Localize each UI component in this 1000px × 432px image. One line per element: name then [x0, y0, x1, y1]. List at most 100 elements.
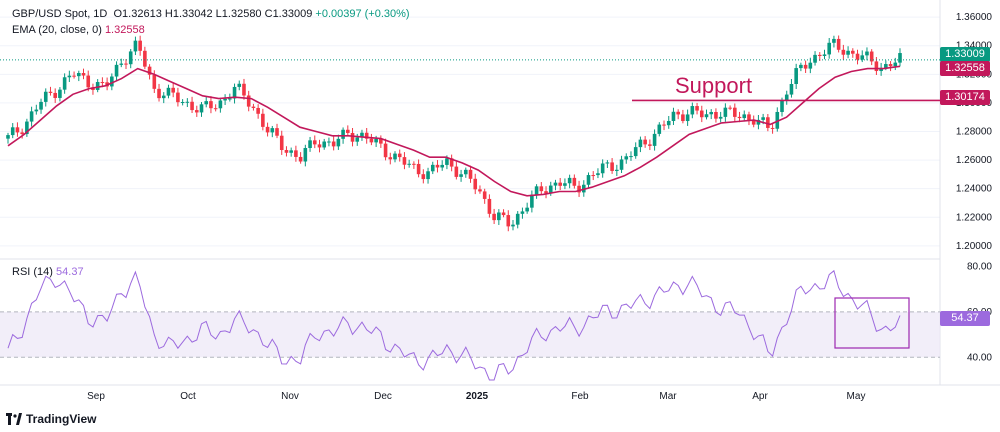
ema-label: EMA (20, close, 0): [12, 24, 102, 36]
candle-body: [256, 107, 260, 114]
candle-body: [34, 109, 39, 112]
candle-body: [482, 191, 487, 199]
time-tick-label: Apr: [752, 391, 768, 402]
time-tick-label: 2025: [466, 391, 489, 402]
candle-body: [761, 117, 765, 120]
ohlc-open: O1.32613: [113, 8, 162, 20]
candle-body: [350, 132, 355, 142]
candle-body: [383, 143, 388, 158]
candle-body: [704, 114, 709, 118]
candle-body: [563, 183, 567, 186]
candle-body: [312, 140, 317, 145]
candle-body: [591, 175, 596, 177]
candle-body: [827, 42, 832, 55]
candle-body: [822, 54, 827, 56]
candle-body: [860, 55, 865, 60]
candle-body: [246, 95, 251, 107]
candle-body: [58, 89, 62, 98]
candle-body: [629, 156, 633, 158]
candle-body: [652, 133, 657, 146]
candle-body: [478, 189, 482, 192]
candle-body: [534, 186, 539, 195]
candle-body: [275, 128, 279, 136]
support-price-tag: 1.30174: [940, 90, 990, 105]
candle-body: [393, 153, 397, 160]
candle-body: [322, 141, 327, 148]
candle-body: [714, 111, 718, 119]
candle-body: [454, 166, 459, 177]
candle-body: [638, 139, 643, 148]
candle-body: [440, 164, 445, 168]
candle-body: [355, 137, 360, 142]
candle-body: [284, 150, 289, 153]
candle-body: [676, 111, 680, 115]
candle-body: [242, 83, 246, 96]
candle-body: [114, 64, 119, 77]
candle-body: [67, 75, 72, 78]
price-tick-label: 1.24000: [956, 184, 993, 195]
rsi-band: [0, 311, 940, 358]
candle-body: [577, 185, 581, 193]
rsi-label: RSI (14): [12, 266, 53, 278]
candle-body: [303, 147, 308, 162]
candle-body: [20, 132, 24, 135]
candle-body: [397, 153, 402, 158]
candle-body: [803, 64, 808, 69]
ohlc-close: C1.33009: [264, 8, 313, 20]
candle-body: [29, 111, 34, 122]
candle-body: [6, 135, 10, 139]
candle-body: [76, 73, 81, 77]
candle-body: [666, 120, 671, 126]
time-tick-label: Feb: [571, 391, 589, 402]
candle-body: [364, 132, 369, 139]
candle-body: [402, 157, 407, 165]
candle-body: [43, 91, 48, 102]
candle-body: [143, 50, 147, 67]
symbol-legend: GBP/USD Spot, 1D O1.32613 H1.33042 L1.32…: [12, 8, 410, 20]
candle-body: [893, 62, 898, 67]
candle-body: [180, 102, 185, 104]
candle-body: [813, 54, 817, 63]
candle-body: [685, 114, 690, 122]
candle-body: [497, 212, 501, 221]
candle-body: [728, 107, 732, 109]
candle-body: [445, 158, 449, 165]
candle-body: [463, 169, 468, 175]
price-tick-label: 1.26000: [956, 155, 993, 166]
candle-body: [270, 128, 275, 133]
ohlc-change: +0.00397 (+0.30%): [315, 8, 410, 20]
candle-body: [237, 83, 242, 87]
candle-body: [161, 95, 166, 99]
candlesticks: [6, 35, 902, 232]
candle-body: [770, 127, 775, 129]
candle-body: [379, 138, 383, 144]
candle-body: [633, 147, 638, 157]
candle-body: [407, 163, 411, 165]
candle-body: [459, 174, 463, 177]
candle-body: [152, 74, 157, 89]
candle-body: [671, 111, 676, 121]
candle-body: [487, 198, 492, 214]
candle-body: [15, 127, 20, 133]
candle-body: [298, 156, 303, 162]
candle-body: [468, 169, 473, 179]
candle-body: [194, 110, 199, 113]
candle-body: [133, 40, 138, 52]
candle-body: [421, 174, 426, 180]
time-tick-label: Oct: [180, 391, 196, 402]
candle-body: [780, 100, 784, 112]
price-tick-label: 1.34000: [956, 41, 993, 52]
candle-body: [279, 135, 284, 151]
candle-body: [176, 92, 180, 103]
candle-body: [898, 53, 902, 63]
candle-body: [511, 224, 515, 227]
candle-body: [681, 114, 685, 122]
candle-body: [473, 178, 478, 190]
candle-body: [766, 117, 770, 128]
candle-body: [294, 150, 298, 157]
candle-body: [723, 107, 728, 117]
candle-body: [869, 51, 874, 62]
price-tick-label: 1.28000: [956, 127, 993, 138]
candle-body: [369, 138, 374, 143]
